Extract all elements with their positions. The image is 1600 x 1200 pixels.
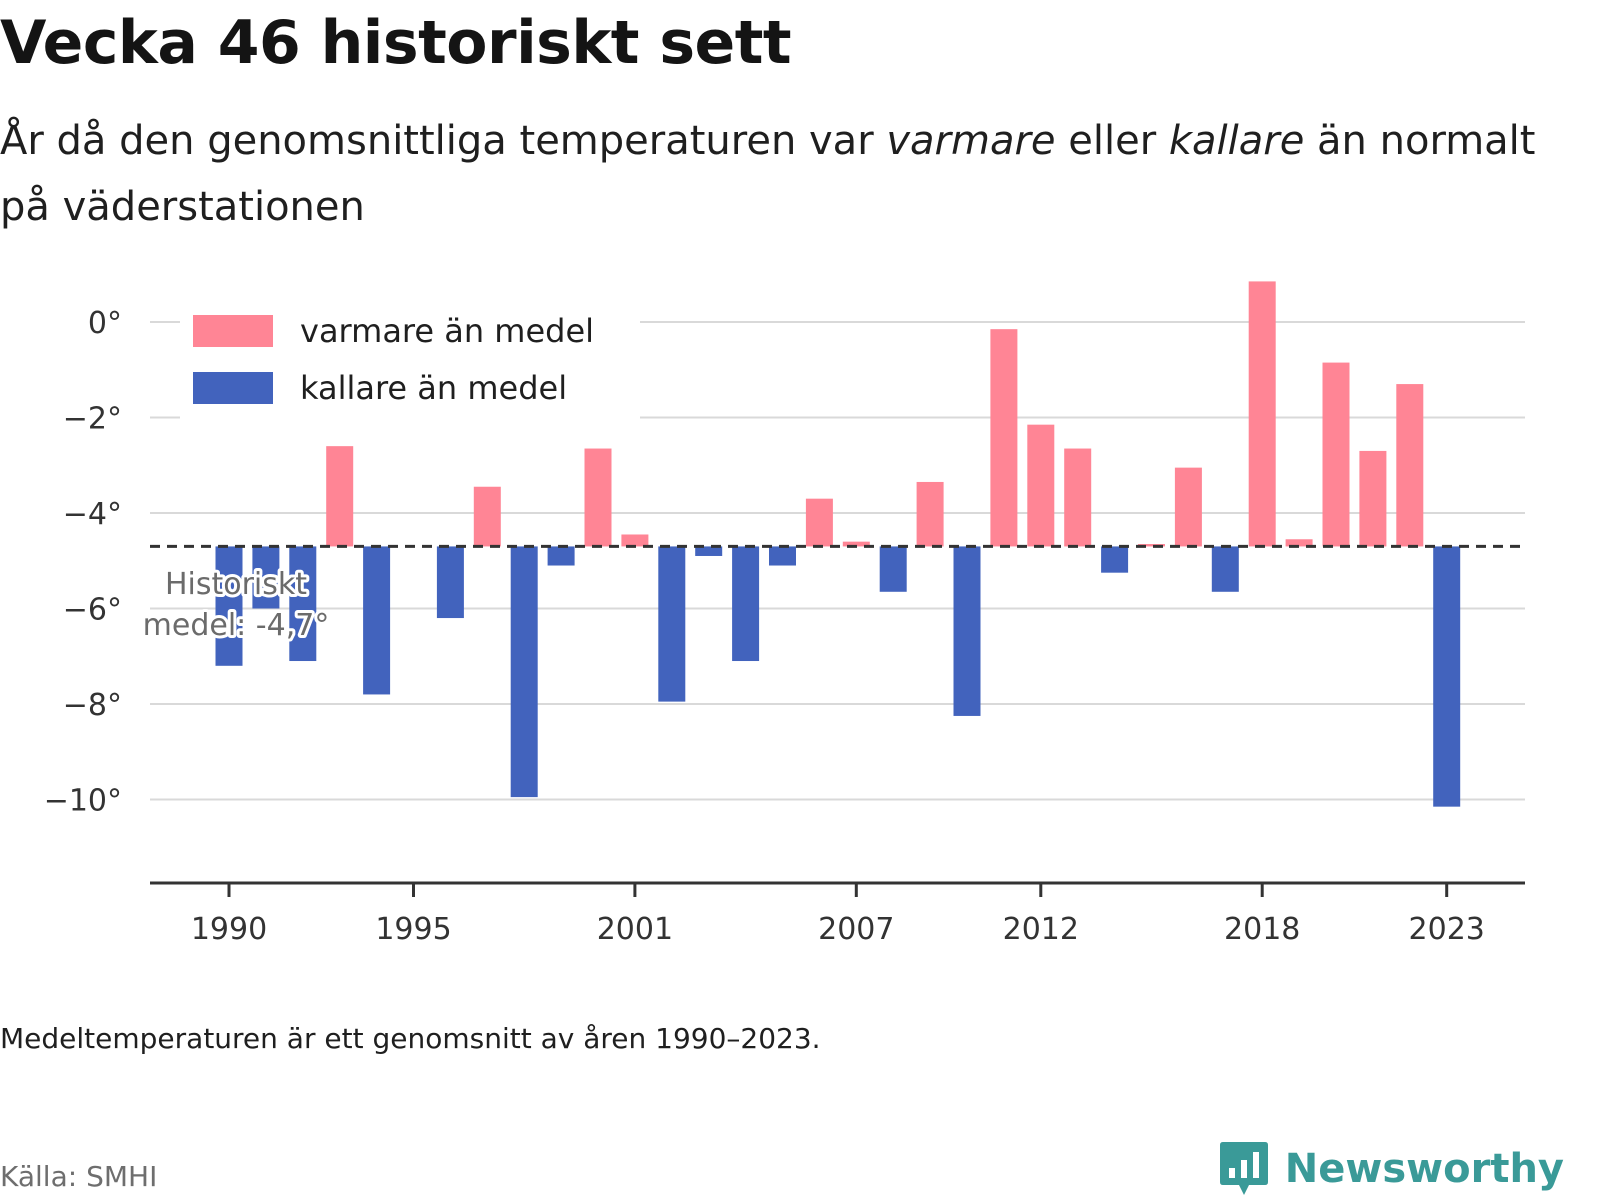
bar-warm-2020 <box>1322 362 1350 547</box>
y-tick-label: −2° <box>63 402 122 437</box>
legend-swatch-cold <box>193 372 273 404</box>
x-tick-label: 2018 <box>1224 912 1300 947</box>
brand-logo: Newsworthy <box>1219 1140 1564 1198</box>
bar-cold-2023 <box>1433 546 1461 807</box>
bar-cold-2005 <box>769 546 796 566</box>
baseline-label-line1: Historiskt <box>165 567 307 602</box>
bar-warm-2012 <box>1027 424 1055 547</box>
bar-cold-2003 <box>695 546 723 556</box>
bar-cold-1996 <box>436 546 464 619</box>
bar-warm-2009 <box>916 481 944 547</box>
y-tick-label: −8° <box>63 688 122 723</box>
page-title: Vecka 46 historiskt sett <box>0 8 792 78</box>
bar-warm-2000 <box>584 448 612 547</box>
legend-label-warm: varmare än medel <box>300 312 594 350</box>
bar-warm-2019 <box>1285 539 1313 547</box>
bar-cold-2004 <box>732 546 760 662</box>
bar-cold-2014 <box>1101 546 1129 573</box>
y-tick-label: 0° <box>88 306 122 341</box>
bar-cold-1994 <box>363 546 391 695</box>
bar-warm-2001 <box>621 534 649 547</box>
legend-label-cold: kallare än medel <box>300 369 567 407</box>
bar-warm-1997 <box>473 486 501 547</box>
subtitle-text-3: än normalt på väderstationen <box>0 118 1536 230</box>
bar-cold-1998 <box>510 546 538 798</box>
bar-warm-2022 <box>1396 384 1424 547</box>
x-axis: 1990 1995 2001 2007 2012 2018 2023 <box>150 881 1525 947</box>
legend: varmare än medel kallare än medel <box>180 300 640 420</box>
bar-warm-2006 <box>805 498 833 547</box>
legend-swatch-warm <box>193 315 273 347</box>
baseline-annotation: Historiskt medel: -4,7° <box>140 564 333 646</box>
brand-name: Newsworthy <box>1284 1146 1564 1192</box>
bar-warm-2015 <box>1138 544 1165 547</box>
bar-cold-2010 <box>953 546 981 716</box>
x-tick-label: 1995 <box>375 912 451 947</box>
x-tick-label: 2012 <box>1003 912 1079 947</box>
x-tick-label: 1990 <box>191 912 267 947</box>
bar-chart-logo-icon <box>1219 1142 1268 1195</box>
subtitle-text-1: År då den genomsnittliga temperaturen va… <box>0 118 887 164</box>
bar-warm-2016 <box>1174 467 1202 547</box>
subtitle-warmer: varmare <box>886 118 1056 164</box>
subtitle: År då den genomsnittliga temperaturen va… <box>0 108 1560 240</box>
bar-cold-1990 <box>215 546 243 666</box>
bars <box>215 281 1461 807</box>
bar-chart: 0° −2° −4° −6° −8° −10° 1990 1995 2001 2007 2012 2… <box>44 281 1525 947</box>
bar-cold-2017 <box>1211 546 1239 592</box>
source-credit: Källa: SMHI <box>0 1160 158 1193</box>
x-tick-label: 2023 <box>1409 912 1485 947</box>
y-tick-label: −10° <box>44 784 122 819</box>
baseline-label-line2: medel: -4,7° <box>143 608 330 643</box>
bar-warm-2013 <box>1064 448 1092 547</box>
subtitle-text-2: eller <box>1055 118 1169 164</box>
bar-cold-2002 <box>658 546 686 702</box>
bar-warm-2018 <box>1248 281 1276 547</box>
subtitle-colder: kallare <box>1168 118 1305 164</box>
bar-cold-1992 <box>289 546 317 662</box>
bar-warm-2007 <box>842 541 870 547</box>
bar-warm-2011 <box>990 329 1018 547</box>
bar-warm-1993 <box>326 446 354 547</box>
footnote: Medeltemperaturen är ett genomsnitt av å… <box>0 1022 821 1055</box>
y-tick-label: −6° <box>63 593 122 628</box>
x-tick-label: 2001 <box>597 912 673 947</box>
bar-warm-2021 <box>1359 450 1387 547</box>
bar-cold-1991 <box>252 546 280 609</box>
y-tick-label: −4° <box>63 497 122 532</box>
y-axis-labels: 0° −2° −4° −6° −8° −10° <box>44 306 122 819</box>
x-tick-label: 2007 <box>818 912 894 947</box>
bar-cold-1999 <box>547 546 575 566</box>
bar-cold-2008 <box>879 546 907 592</box>
